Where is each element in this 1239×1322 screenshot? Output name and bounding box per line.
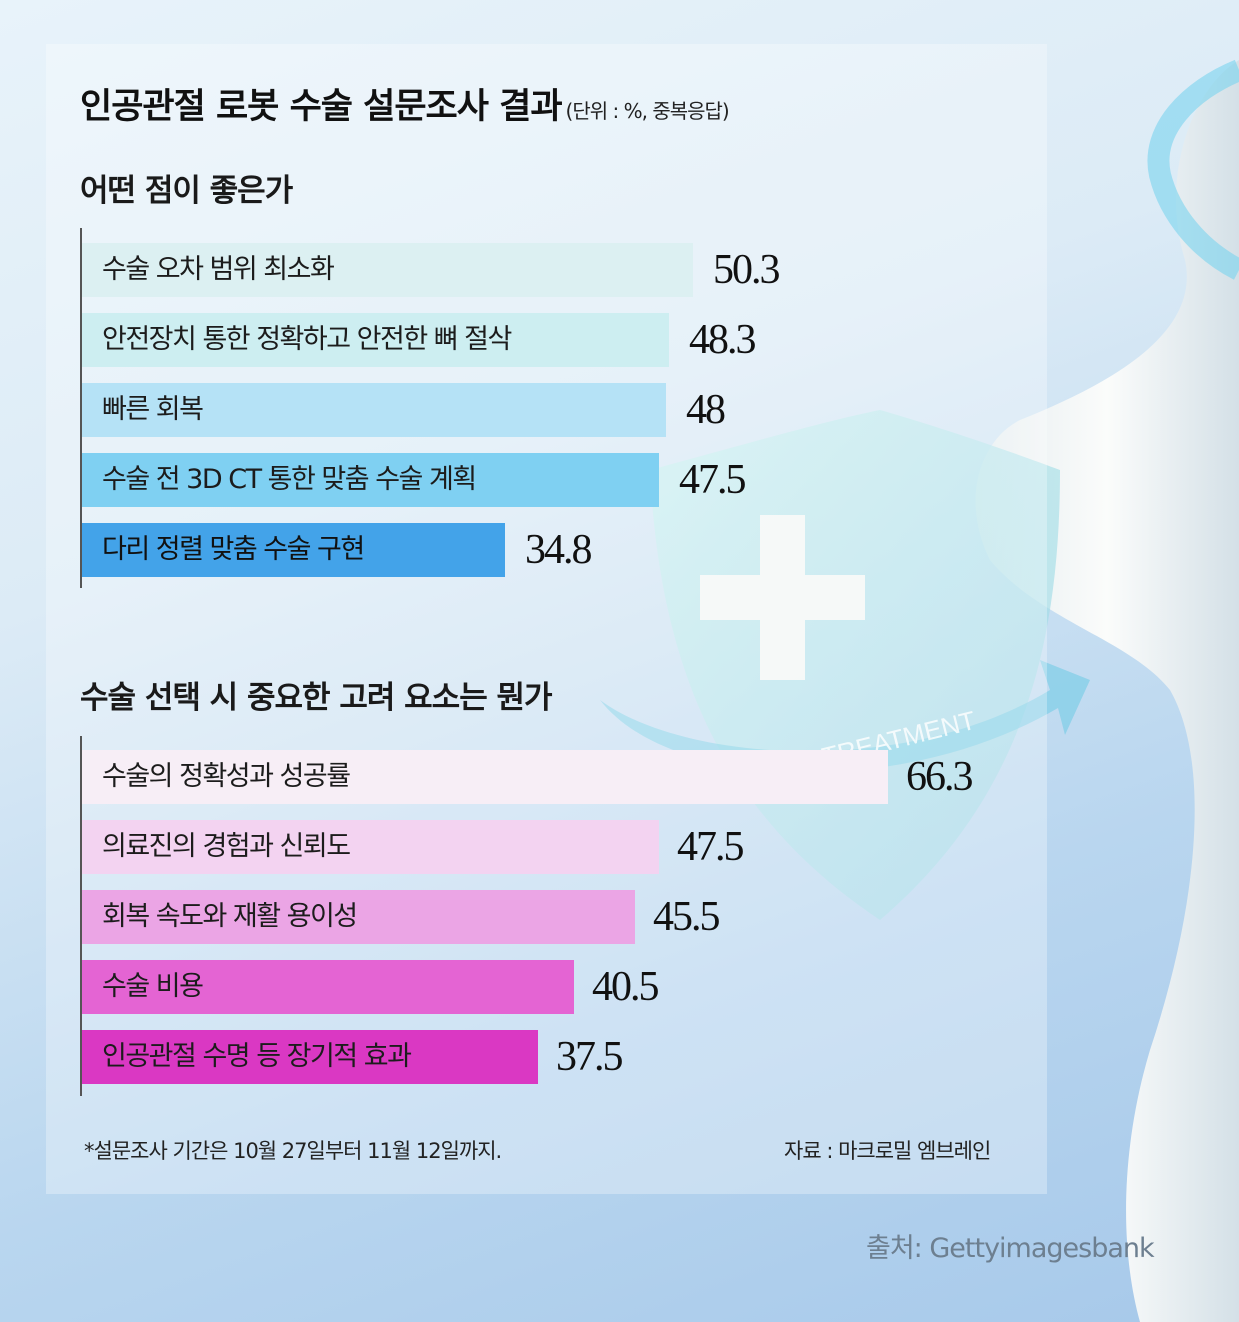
source-note: 자료 : 마크로밀 엠브레인: [784, 1139, 991, 1163]
bar: [82, 1030, 538, 1084]
chart-2-title: 수술 선택 시 중요한 고려 요소는 뭔가: [80, 680, 553, 716]
ring-arrow-shape: [600, 660, 1090, 773]
cross-shape: [700, 515, 865, 680]
bar: [82, 750, 888, 804]
footnote: *설문조사 기간은 10월 27일부터 11월 12일까지.: [84, 1139, 502, 1163]
bar-label: 수술 비용: [102, 971, 204, 1002]
ring-arc-shape: [1147, 59, 1239, 280]
chart-1-axis: [80, 228, 82, 588]
bar-value-label: 50.3: [713, 247, 780, 293]
bar-label: 수술 전 3D CT 통한 맞춤 수술 계획: [102, 464, 477, 495]
chart-1-title: 어떤 점이 좋은가: [80, 173, 293, 209]
bar-value-label: 48.3: [689, 317, 756, 363]
bar-value-label: 34.8: [525, 527, 592, 573]
bar: [82, 313, 669, 367]
bar-label: 빠른 회복: [102, 394, 204, 425]
bar-label: 수술의 정확성과 성공률: [102, 761, 351, 792]
bar-label: 회복 속도와 재활 용이성: [102, 901, 358, 932]
bar-value-label: 37.5: [556, 1034, 623, 1080]
bar-value-label: 40.5: [592, 964, 659, 1010]
bar-label: 인공관절 수명 등 장기적 효과: [102, 1041, 412, 1072]
bar: [82, 243, 693, 297]
bone-shape: [975, 60, 1239, 1322]
bar-label: 다리 정렬 맞춤 수술 구현: [102, 534, 365, 565]
bar: [82, 523, 505, 577]
bar: [82, 820, 659, 874]
bar-label: 의료진의 경험과 신뢰도: [102, 831, 351, 862]
bar-value-label: 48: [686, 387, 726, 433]
bar: [82, 890, 635, 944]
title-text: 인공관절 로봇 수술 설문조사 결과: [80, 87, 563, 127]
bar: [82, 453, 659, 507]
bar: [82, 383, 666, 437]
bar-value-label: 47.5: [677, 824, 744, 870]
chart-2-axis: [80, 736, 82, 1096]
chart-panel: [46, 44, 1047, 1194]
image-credit: 출처: Gettyimagesbank: [866, 1233, 1155, 1264]
unit-note: (단위 : %, 중복응답): [565, 99, 730, 123]
page-title: 인공관절 로봇 수술 설문조사 결과 (단위 : %, 중복응답): [80, 78, 730, 129]
bar-label: 수술 오차 범위 최소화: [102, 254, 335, 285]
bar-value-label: 47.5: [679, 457, 746, 503]
bar-label: 안전장치 통한 정확하고 안전한 뼈 절삭: [102, 324, 512, 355]
bar-value-label: 66.3: [906, 754, 973, 800]
bar: [82, 960, 574, 1014]
bar-value-label: 45.5: [653, 894, 720, 940]
